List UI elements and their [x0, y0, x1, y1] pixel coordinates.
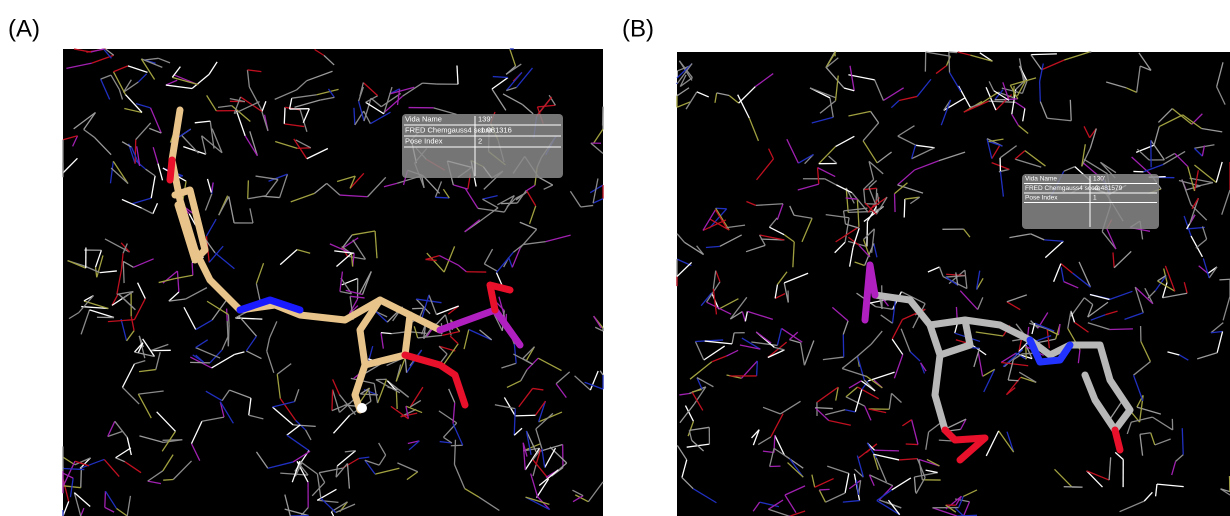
ligand-bond [170, 160, 172, 180]
table-cell: 139' [478, 114, 493, 123]
bond [867, 221, 868, 246]
bond [332, 390, 333, 411]
panel-label: (A) [8, 15, 40, 42]
bond [228, 315, 229, 325]
table-cell: 130' [1093, 175, 1105, 182]
bond [396, 391, 397, 409]
table-background [402, 114, 563, 178]
bond [757, 361, 758, 376]
bond [716, 208, 727, 209]
bond [190, 362, 210, 363]
bond [819, 489, 829, 490]
bond [875, 450, 900, 451]
table-cell: Vida Name [405, 114, 442, 123]
bond [1008, 380, 1018, 381]
bond [435, 197, 449, 198]
bond [227, 309, 228, 321]
bond [906, 444, 918, 445]
bond [192, 262, 193, 275]
bond [105, 491, 106, 507]
table-cell: Pose Index [405, 136, 443, 145]
ligand-bond [1115, 430, 1120, 450]
table-cell: FRED Chemgauss4 score [1025, 185, 1101, 192]
bond [815, 408, 833, 409]
bond [163, 480, 173, 481]
bond [949, 52, 950, 73]
atom [357, 403, 367, 413]
bond [904, 199, 905, 217]
page: (A) (B) Vida Name 139' FRED Chemgauss4 sco… [0, 0, 1230, 516]
info-table: Vida Name 130' FRED Chemgauss4 score-2.481… [1022, 174, 1159, 229]
bond [123, 261, 124, 283]
bond [1070, 100, 1071, 121]
bond [248, 180, 249, 198]
table-cell: 2 [478, 136, 482, 145]
bond [1219, 279, 1230, 280]
table-cell: Vida Name [1025, 175, 1057, 182]
info-table: Vida Name139'FRED Chemgauss4 score-1.081… [402, 114, 563, 178]
bond [135, 140, 136, 164]
table-cell: -1.081316 [478, 125, 512, 134]
table-cell: 1 [1093, 194, 1097, 201]
bond [1110, 329, 1133, 330]
table-cell: Pose Index [1025, 194, 1058, 201]
bond [284, 107, 285, 124]
bond [895, 194, 896, 212]
figure: (A) (B) Vida Name 139' FRED Chemgauss4 sco… [0, 0, 1230, 516]
bond [354, 108, 355, 125]
bond [1040, 81, 1041, 101]
viewer-panel [677, 52, 1230, 516]
panel-label: (B) [622, 15, 654, 42]
table-cell: -2.481579 [1093, 185, 1123, 192]
bond [1031, 54, 1057, 55]
bond [228, 325, 229, 346]
bond [949, 52, 957, 53]
bond [515, 415, 535, 416]
